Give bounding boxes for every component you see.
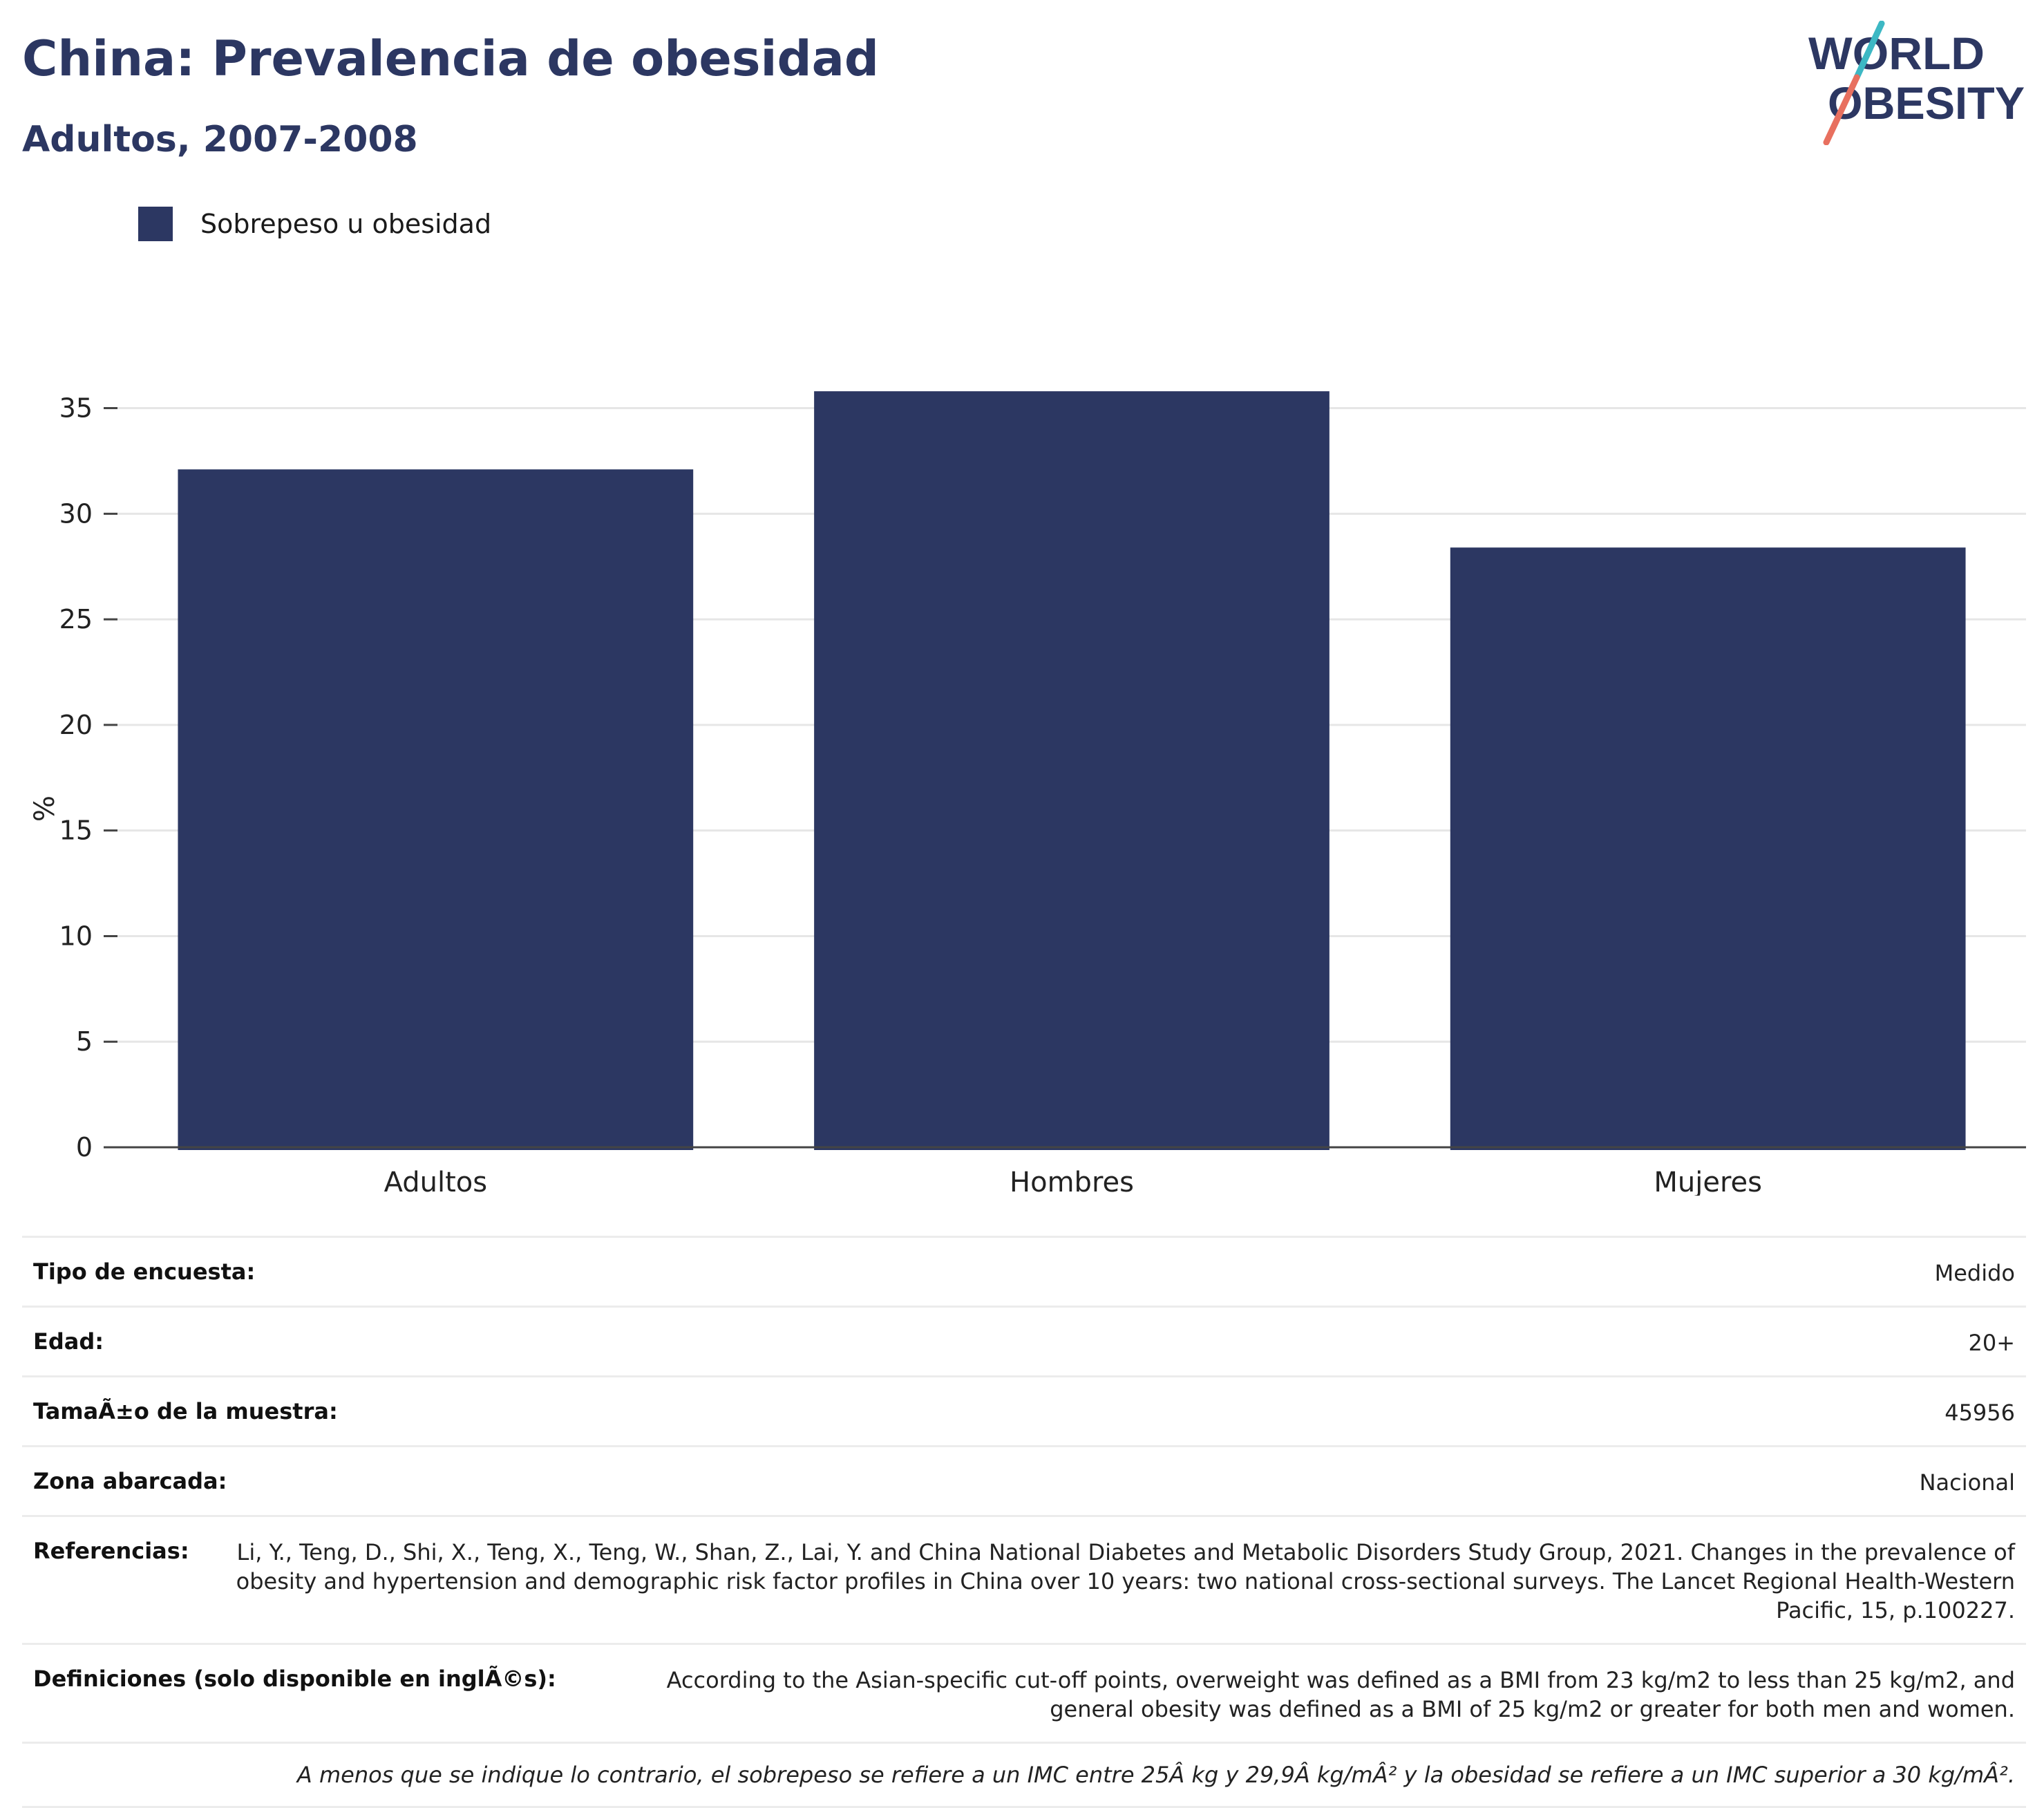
y-tick-label: 0 xyxy=(76,1132,93,1162)
chart-subtitle: Adultos, 2007-2008 xyxy=(22,119,418,160)
info-key: TamaÃ±o de la muestra: xyxy=(33,1398,338,1424)
info-key: Tipo de encuesta: xyxy=(33,1259,256,1285)
info-value: According to the Asian-specific cut-off … xyxy=(666,1667,2015,1722)
chart-title: China: Prevalencia de obesidad xyxy=(22,30,879,87)
info-value: Nacional xyxy=(1919,1469,2015,1496)
info-row: Edad: 20+ xyxy=(22,1306,2026,1375)
legend-label: Sobrepeso u obesidad xyxy=(200,209,492,239)
bmi-definition-note: A menos que se indique lo contrario, el … xyxy=(22,1742,2026,1808)
info-row: TamaÃ±o de la muestra: 45956 xyxy=(22,1375,2026,1445)
info-key: Referencias: xyxy=(33,1538,189,1564)
info-row: Zona abarcada: Nacional xyxy=(22,1445,2026,1515)
legend: Sobrepeso u obesidad xyxy=(138,205,491,243)
bar xyxy=(178,469,694,1150)
y-tick-label: 5 xyxy=(76,1026,93,1057)
info-value: 45956 xyxy=(1944,1400,2015,1426)
x-tick-label: Mujeres xyxy=(1654,1167,1762,1196)
info-value: Medido xyxy=(1934,1260,2015,1286)
survey-info-table: Tipo de encuesta: Medido Edad: 20+ TamaÃ±o d… xyxy=(22,1236,2026,1808)
info-row: Tipo de encuesta: Medido xyxy=(22,1236,2026,1306)
legend-swatch xyxy=(138,207,173,241)
y-tick-label: 10 xyxy=(59,921,93,951)
y-tick-label: 20 xyxy=(59,710,93,740)
bar-chart: 0 5 10 15 20 25 30 35% Adultos Hombres Mujeres xyxy=(29,391,2026,1196)
info-key: Edad: xyxy=(33,1328,104,1355)
x-tick-label: Adultos xyxy=(384,1167,488,1196)
y-axis-label: % xyxy=(29,795,61,822)
x-tick-label: Hombres xyxy=(1010,1167,1134,1196)
info-row: Definiciones (solo disponible en inglÃ©s… xyxy=(22,1643,2026,1742)
y-tick-label: 35 xyxy=(59,393,93,424)
info-value: 20+ xyxy=(1968,1330,2015,1356)
svg-text:WORLD: WORLD xyxy=(1808,28,1985,79)
svg-text:OBESITY: OBESITY xyxy=(1828,77,2025,129)
info-value: Li, Y., Teng, D., Shi, X., Teng, X., Ten… xyxy=(236,1539,2015,1623)
info-row: Referencias: Li, Y., Teng, D., Shi, X., T… xyxy=(22,1515,2026,1643)
info-key: Definiciones (solo disponible en inglÃ©s… xyxy=(33,1666,556,1692)
info-key: Zona abarcada: xyxy=(33,1468,227,1494)
world-obesity-logo: WORLD OBESITY xyxy=(1808,21,2025,145)
y-tick-label: 15 xyxy=(59,816,93,846)
bar xyxy=(814,391,1329,1150)
y-tick-label: 30 xyxy=(59,498,93,529)
bar xyxy=(1450,547,1966,1150)
y-tick-label: 25 xyxy=(59,604,93,634)
